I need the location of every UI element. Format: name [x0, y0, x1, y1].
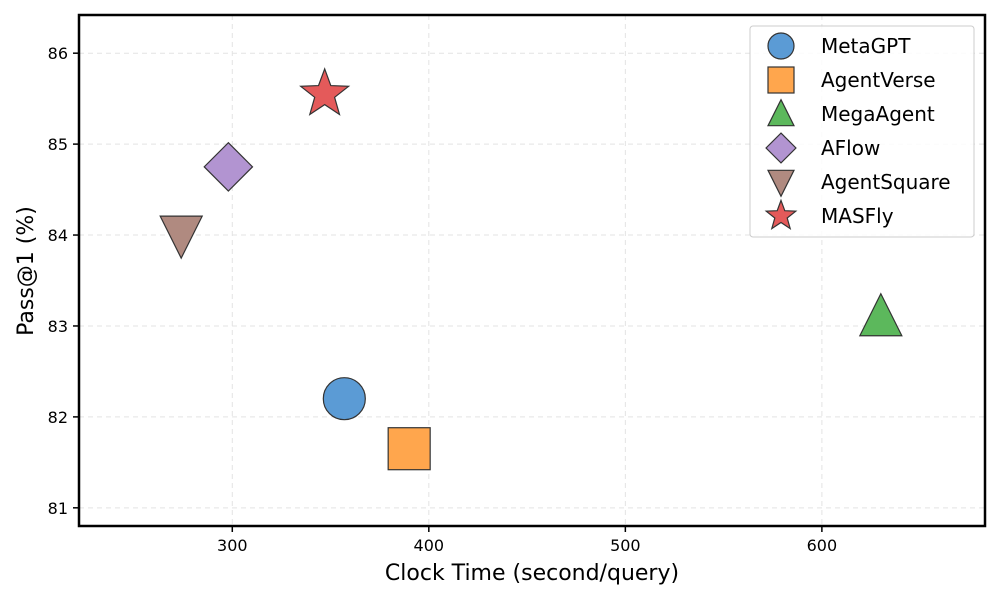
point-agentsquare	[159, 215, 204, 260]
point-metagpt	[322, 377, 366, 421]
y-tick-label: 86	[48, 44, 68, 63]
x-tick-label: 300	[217, 536, 248, 555]
legend-label-aflow: AFlow	[821, 136, 880, 160]
x-tick-label: 500	[610, 536, 641, 555]
legend-marker-masfly	[764, 198, 798, 230]
legend-marker-megaagent	[767, 98, 795, 127]
y-axis-title: Pass@1 (%)	[14, 206, 39, 336]
legend-label-metagpt: MetaGPT	[821, 34, 911, 58]
legend-label-agentverse: AgentVerse	[821, 68, 936, 92]
y-tick-label: 83	[48, 317, 68, 336]
x-tick-label: 400	[414, 536, 445, 555]
plot-frame	[77, 13, 987, 528]
x-axis-title: Clock Time (second/query)	[385, 561, 679, 586]
legend-marker-metagpt	[767, 32, 795, 60]
legend-marker-aflow	[765, 132, 797, 164]
point-megaagent	[858, 292, 903, 337]
x-tick-label: 600	[807, 536, 838, 555]
legend-label-agentsquare: AgentSquare	[821, 170, 951, 194]
point-agentverse	[387, 427, 431, 471]
legend-marker-agentsquare	[767, 169, 795, 198]
y-tick-label: 82	[48, 408, 68, 427]
legend-label-masfly: MASFly	[821, 204, 894, 228]
data-points	[159, 67, 903, 471]
legend-label-megaagent: MegaAgent	[821, 102, 935, 126]
point-aflow	[203, 141, 254, 192]
axis-ticks: 300 400 500 600 81 82 83 84 85 86	[48, 44, 838, 555]
y-tick-label: 81	[48, 499, 68, 518]
legend-box	[749, 25, 975, 238]
legend: MetaGPT AgentVerse MegaAgent AFlow AgentSqua…	[749, 25, 975, 238]
legend-marker-agentverse	[767, 66, 795, 94]
point-masfly	[299, 67, 351, 116]
y-tick-label: 84	[48, 226, 68, 245]
y-tick-label: 85	[48, 135, 68, 154]
